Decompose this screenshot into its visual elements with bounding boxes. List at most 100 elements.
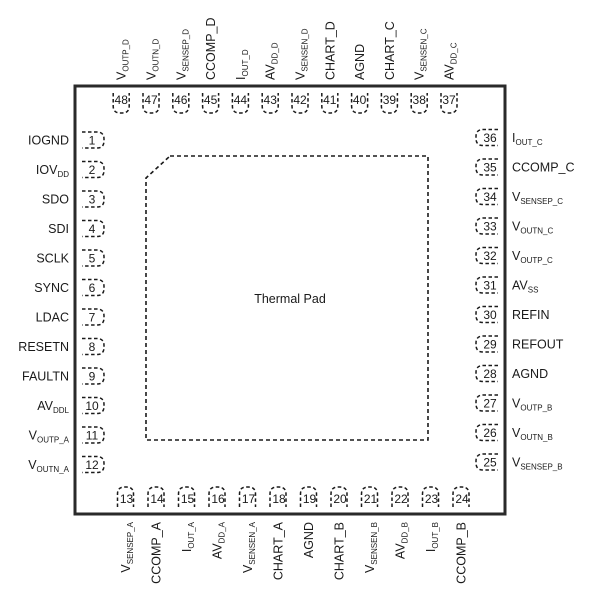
pin-14: 14 CCOMP_A — [147, 486, 165, 584]
pin-number-12: 12 — [85, 458, 99, 472]
pin-name-35: CCOMP_C — [512, 161, 575, 175]
pin-number-9: 9 — [89, 370, 96, 384]
pin-31: 31 AVSS — [475, 276, 538, 295]
pin-pad-2 — [82, 160, 105, 179]
pin-number-45: 45 — [204, 93, 218, 107]
pin-subscript-25: SENSEP_B — [520, 463, 562, 472]
pin-name-13: VSENSEP_A — [119, 521, 135, 572]
pin-number-1: 1 — [89, 134, 96, 148]
pin-pad-28 — [475, 364, 498, 383]
pin-number-22: 22 — [394, 492, 408, 506]
pin-pad-15 — [177, 486, 196, 507]
pin-pad-1 — [82, 131, 105, 149]
pin-pad-30 — [475, 305, 498, 324]
pin-number-33: 33 — [483, 220, 497, 234]
pin-number-40: 40 — [353, 93, 367, 107]
pin-subscript-11: OUTP_A — [37, 436, 70, 445]
pin-18: 18 CHART_A — [269, 486, 287, 580]
pin-pad-27 — [475, 394, 498, 412]
pin-subscript-26: OUTN_B — [520, 433, 552, 442]
pin-pad-31 — [475, 276, 498, 294]
pin-name-21: VSENSEN_B — [363, 522, 379, 573]
package-outline — [73, 84, 507, 516]
pin-name-12: VOUTN_A — [28, 458, 69, 474]
pin-pad-18 — [269, 486, 287, 507]
pin-pad-24 — [452, 486, 470, 507]
pin-name-42: VSENSEN_D — [294, 28, 310, 80]
pin-subscript-33: OUTN_C — [520, 227, 553, 236]
pin-subscript-22: DD_B — [401, 522, 410, 543]
pin-number-41: 41 — [323, 93, 337, 107]
pin-name-20: CHART_B — [333, 522, 347, 580]
pin-number-30: 30 — [483, 308, 497, 322]
pin-subscript-44: OUT_D — [241, 49, 250, 76]
pin-pad-48 — [112, 93, 130, 114]
pin-4: 4 SDI — [48, 219, 105, 238]
pin-number-14: 14 — [150, 492, 164, 506]
pin-name-22: AVDD_B — [394, 522, 410, 559]
pin-number-20: 20 — [333, 492, 347, 506]
pin-39: 39 CHART_C — [380, 21, 399, 114]
pin-subscript-10: DDL — [53, 406, 70, 415]
pin-name-46: VSENSEP_D — [174, 29, 190, 80]
pin-name-30: REFIN — [512, 308, 550, 322]
pin-number-27: 27 — [483, 397, 497, 411]
pin-subscript-12: OUTN_A — [37, 465, 70, 474]
pin-number-25: 25 — [483, 456, 497, 470]
pin-name-36: IOUT_C — [512, 131, 543, 147]
pin-pad-3 — [82, 190, 105, 208]
pin-26: 26 VOUTN_B — [475, 423, 553, 442]
thermal-pad-outline — [145, 155, 429, 441]
pin-number-31: 31 — [483, 279, 497, 293]
pin-subscript-2: DD — [57, 170, 69, 179]
pin-name-7: LDAC — [36, 311, 69, 325]
pin-pad-19 — [299, 486, 318, 507]
pin-name-32: VOUTP_C — [512, 249, 553, 265]
thermal-pad-label: Thermal Pad — [254, 292, 326, 306]
pin-subscript-34: SENSEP_C — [520, 197, 563, 206]
pin-name-19: AGND — [302, 522, 316, 558]
pin-name-5: SCLK — [36, 252, 69, 266]
pin-subscript-38: SENSEN_C — [420, 28, 429, 71]
pin-name-28: AGND — [512, 367, 548, 381]
pin-subscript-43: DD_D — [271, 42, 280, 64]
pin-pad-41 — [321, 93, 339, 114]
pin-name-24: CCOMP_B — [455, 522, 469, 584]
pin-name-26: VOUTN_B — [512, 426, 553, 442]
pin-pad-44 — [231, 93, 250, 114]
pin-pad-47 — [142, 93, 160, 114]
pin-12: 12 VOUTN_A — [28, 455, 105, 474]
pin-number-15: 15 — [181, 492, 195, 506]
pin-number-8: 8 — [89, 340, 96, 354]
pin-3: 3 SDO — [42, 190, 105, 208]
pin-name-40: AGND — [353, 44, 367, 80]
pin-subscript-21: SENSEN_B — [370, 522, 379, 565]
pin-11: 11 VOUTP_A — [29, 426, 105, 445]
pin-33: 33 VOUTN_C — [475, 217, 553, 236]
pin-name-41: CHART_D — [323, 21, 337, 80]
pin-36: 36 IOUT_C — [475, 128, 543, 147]
pin-name-44: IOUT_D — [234, 49, 250, 80]
pin-35: 35 CCOMP_C — [475, 158, 575, 176]
pin-subscript-48: OUTP_D — [122, 39, 131, 72]
pin-name-45: CCOMP_D — [204, 17, 218, 80]
pin-pad-14 — [147, 486, 165, 507]
pin-name-15: IOUT_A — [180, 521, 196, 552]
pin-name-4: SDI — [48, 222, 69, 236]
pin-name-23: IOUT_B — [424, 522, 440, 552]
pin-20: 20 CHART_B — [330, 486, 348, 580]
pin-9: 9 FAULTN — [22, 367, 105, 385]
pin-subscript-13: SENSEP_A — [126, 521, 135, 564]
pin-41: 41 CHART_D — [321, 21, 339, 114]
pin-name-27: VOUTP_B — [512, 397, 552, 413]
pin-27: 27 VOUTP_B — [475, 394, 552, 413]
pin-15: 15 IOUT_A — [177, 486, 196, 552]
pin-pad-32 — [475, 246, 498, 265]
pin-name-39: CHART_C — [383, 21, 397, 80]
pin-subscript-27: OUTP_B — [520, 404, 552, 413]
pin-number-26: 26 — [483, 426, 497, 440]
pin-name-6: SYNC — [34, 281, 69, 295]
pin-40: 40 AGND — [350, 44, 369, 114]
pin-number-5: 5 — [89, 252, 96, 266]
pin-name-43: AVDD_D — [264, 42, 280, 80]
